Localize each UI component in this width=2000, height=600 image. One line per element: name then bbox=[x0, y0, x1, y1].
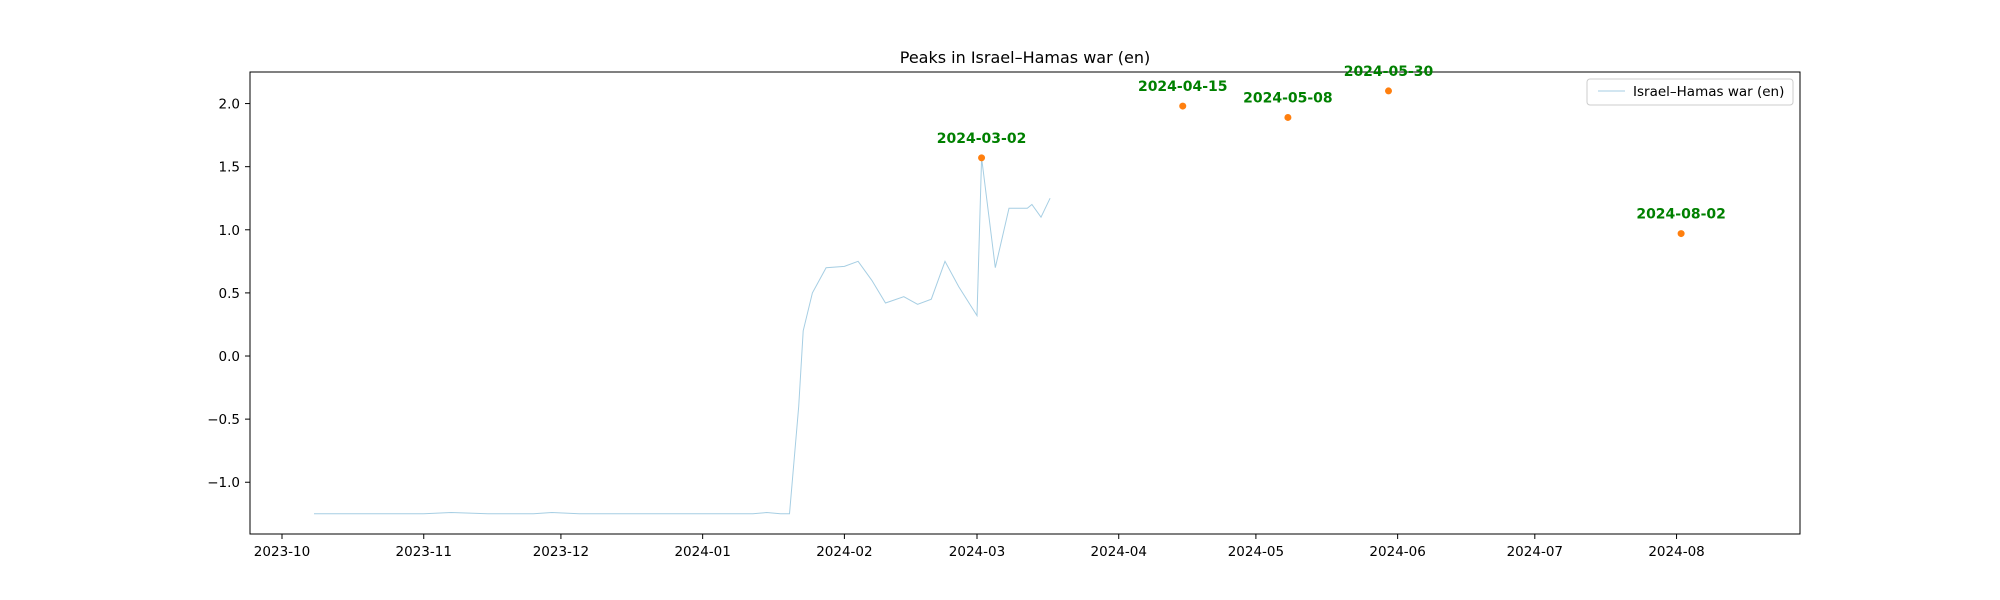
x-tick-label: 2024-04 bbox=[1091, 544, 1147, 560]
x-tick-label: 2024-06 bbox=[1369, 544, 1425, 560]
legend-box bbox=[1586, 78, 1794, 106]
legend-label: Israel–Hamas war (en) bbox=[1633, 84, 1784, 100]
x-tick-label: 2024-08 bbox=[1648, 544, 1704, 560]
peak-label: 2024-05-08 bbox=[1243, 90, 1333, 106]
series-line bbox=[314, 157, 1051, 515]
y-tick-label: 0.5 bbox=[219, 286, 240, 302]
peak-label: 2024-03-02 bbox=[937, 131, 1027, 147]
chart-title: Peaks in Israel–Hamas war (en) bbox=[900, 48, 1150, 67]
legend: Israel–Hamas war (en) bbox=[1586, 78, 1794, 106]
peak-label: 2024-04-15 bbox=[1138, 79, 1228, 95]
y-tick-label: 1.5 bbox=[219, 160, 240, 176]
series-layer bbox=[314, 157, 1051, 515]
peaks-layer: 2024-03-02 2024-04-15 2024-05-08 2024-05-30… bbox=[937, 64, 1726, 238]
y-tick-label: −1.0 bbox=[207, 475, 240, 491]
peak-marker bbox=[1284, 113, 1292, 121]
x-tick-label: 2024-05 bbox=[1228, 544, 1284, 560]
y-axis: −1.0 −0.5 0.0 0.5 1.0 1.5 2.0 bbox=[207, 97, 250, 491]
x-tick-label: 2023-11 bbox=[396, 544, 452, 560]
peak-marker bbox=[978, 154, 986, 162]
x-tick-label: 2024-02 bbox=[816, 544, 872, 560]
x-tick-label: 2024-03 bbox=[949, 544, 1005, 560]
x-tick-label: 2024-01 bbox=[674, 544, 730, 560]
x-tick-label: 2023-10 bbox=[254, 544, 310, 560]
peak-marker bbox=[1384, 87, 1392, 95]
x-tick-label: 2024-07 bbox=[1507, 544, 1563, 560]
y-tick-label: −0.5 bbox=[207, 412, 240, 428]
peak-label: 2024-05-30 bbox=[1344, 64, 1434, 80]
y-tick-label: 1.0 bbox=[219, 223, 240, 239]
x-tick-label: 2023-12 bbox=[533, 544, 589, 560]
y-tick-label: 2.0 bbox=[219, 97, 240, 113]
peak-label: 2024-08-02 bbox=[1636, 207, 1726, 223]
peak-marker bbox=[1179, 102, 1187, 110]
plot-frame bbox=[249, 71, 1801, 535]
peak-marker bbox=[1677, 230, 1685, 238]
x-axis: 2023-10 2023-11 2023-12 2024-01 2024-02 2024-… bbox=[254, 534, 1705, 560]
y-tick-label: 0.0 bbox=[219, 349, 240, 365]
